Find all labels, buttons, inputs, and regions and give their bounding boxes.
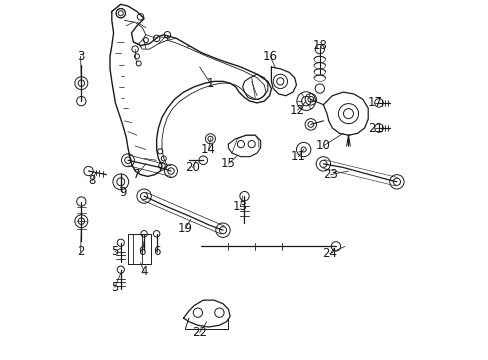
Text: 7: 7 <box>133 168 141 181</box>
Text: 16: 16 <box>262 50 277 63</box>
Text: 15: 15 <box>221 157 235 170</box>
Text: 5: 5 <box>111 245 118 258</box>
Bar <box>128 234 151 264</box>
Text: 3: 3 <box>77 50 84 63</box>
Text: 8: 8 <box>88 174 96 187</box>
Text: 11: 11 <box>290 150 305 163</box>
Text: 13: 13 <box>232 201 247 213</box>
Text: 10: 10 <box>315 139 330 152</box>
Text: 9: 9 <box>119 186 126 199</box>
Text: 17: 17 <box>367 96 382 109</box>
Text: 22: 22 <box>192 326 207 339</box>
Text: 1: 1 <box>206 77 214 90</box>
Text: 19: 19 <box>178 222 192 235</box>
Text: 23: 23 <box>323 168 337 181</box>
Text: 2: 2 <box>77 245 84 258</box>
Text: 4: 4 <box>140 265 147 278</box>
Text: 5: 5 <box>111 281 118 294</box>
Text: 20: 20 <box>184 161 200 174</box>
Text: 18: 18 <box>312 39 326 52</box>
Text: 24: 24 <box>322 247 337 260</box>
Text: 12: 12 <box>289 104 305 117</box>
Text: 6: 6 <box>138 245 146 258</box>
Text: 6: 6 <box>153 245 160 258</box>
Text: 14: 14 <box>201 143 216 156</box>
Text: 21: 21 <box>367 122 382 135</box>
